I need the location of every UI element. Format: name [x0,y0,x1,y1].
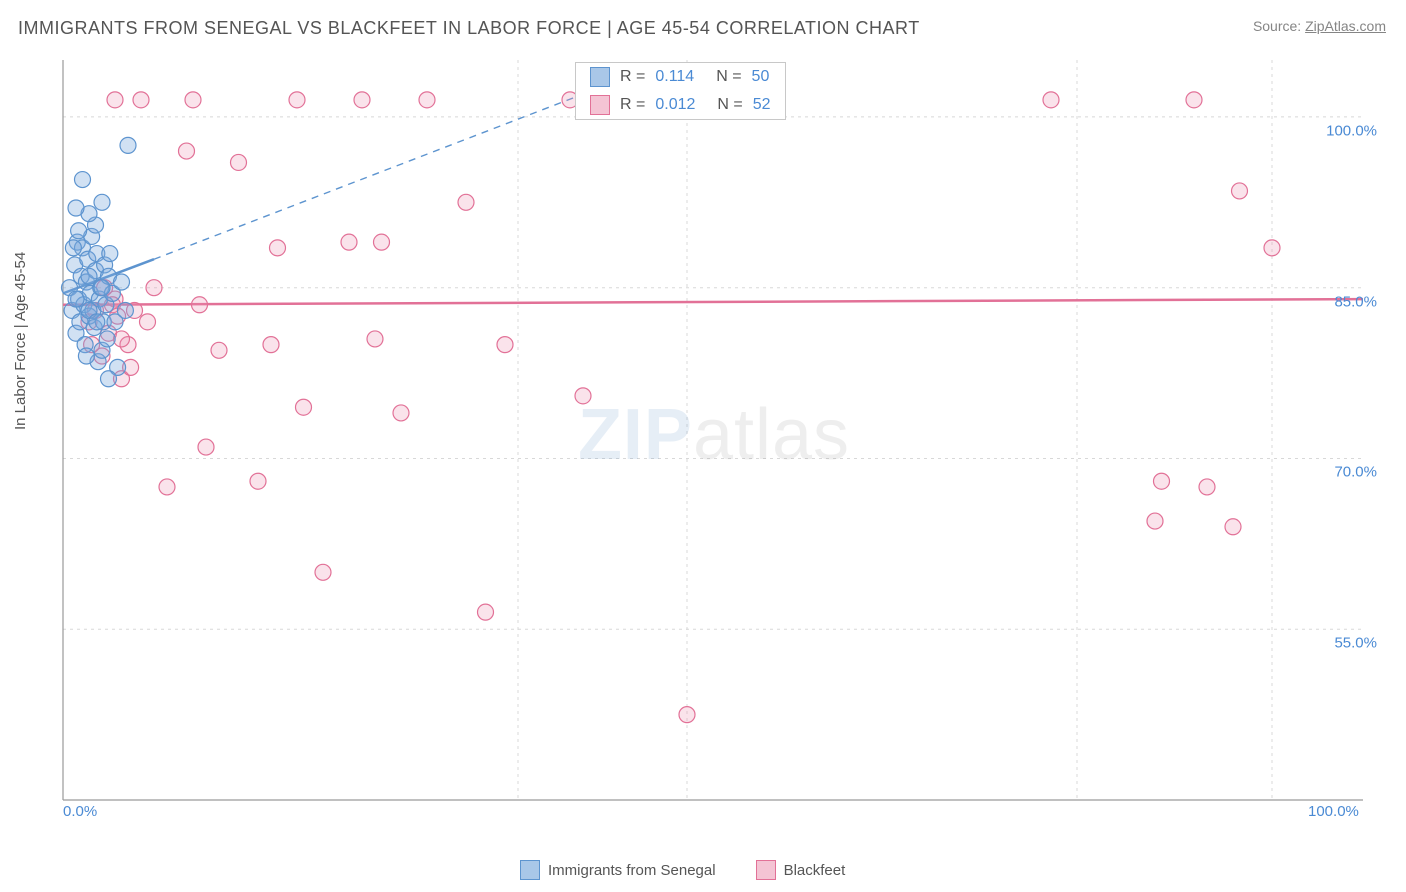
data-point-blackfeet [1225,519,1241,535]
data-point-blackfeet [263,337,279,353]
legend-item-senegal: Immigrants from Senegal [520,860,716,880]
data-point-senegal [99,331,115,347]
x-tick-label: 100.0% [1308,803,1359,820]
chart-container: IMMIGRANTS FROM SENEGAL VS BLACKFEET IN … [0,0,1406,892]
data-point-blackfeet [159,479,175,495]
data-point-senegal [114,274,130,290]
data-point-blackfeet [1199,479,1215,495]
n-label: N = [716,68,741,86]
data-point-blackfeet [1264,240,1280,256]
legend-item-blackfeet: Blackfeet [756,860,846,880]
data-point-senegal [94,280,110,296]
r-label: R = [620,68,645,86]
y-tick-label: 100.0% [1326,122,1377,139]
data-point-senegal [101,371,117,387]
data-point-blackfeet [1147,513,1163,529]
data-point-blackfeet [354,92,370,108]
data-point-blackfeet [1043,92,1059,108]
data-point-blackfeet [315,564,331,580]
data-point-senegal [78,348,94,364]
data-point-senegal [102,246,118,262]
series-legend: Immigrants from Senegal Blackfeet [520,860,845,880]
r-value: 0.114 [655,68,694,86]
data-point-blackfeet [250,473,266,489]
data-point-blackfeet [179,143,195,159]
data-point-blackfeet [140,314,156,330]
data-point-blackfeet [374,234,390,250]
data-point-blackfeet [185,92,201,108]
data-point-blackfeet [114,331,130,347]
data-point-blackfeet [478,604,494,620]
data-point-senegal [89,314,105,330]
data-point-blackfeet [1186,92,1202,108]
y-axis-label: In Labor Force | Age 45-54 [12,252,29,430]
data-point-blackfeet [367,331,383,347]
data-point-blackfeet [107,92,123,108]
legend-swatch-senegal [520,860,540,880]
y-tick-label: 85.0% [1334,293,1377,310]
data-point-senegal [68,200,84,216]
n-value: 52 [753,96,771,114]
data-point-blackfeet [458,194,474,210]
data-point-blackfeet [146,280,162,296]
data-point-blackfeet [1232,183,1248,199]
data-point-blackfeet [231,154,247,170]
data-point-blackfeet [393,405,409,421]
y-tick-label: 70.0% [1334,464,1377,481]
data-point-blackfeet [270,240,286,256]
chart-area: ZIPatlas 55.0%70.0%85.0%100.0%0.0%100.0% [45,50,1383,820]
correlation-legend-row: R = 0.114 N = 50 [576,63,785,91]
data-point-blackfeet [1154,473,1170,489]
source-prefix: Source: [1253,18,1305,34]
data-point-blackfeet [133,92,149,108]
chart-title: IMMIGRANTS FROM SENEGAL VS BLACKFEET IN … [18,18,920,39]
r-value: 0.012 [655,96,695,114]
data-point-senegal [75,172,91,188]
chart-source: Source: ZipAtlas.com [1253,18,1386,34]
data-point-senegal [81,268,97,284]
data-point-blackfeet [341,234,357,250]
data-point-senegal [117,302,133,318]
data-point-senegal [71,223,87,239]
x-tick-label: 0.0% [63,803,97,820]
legend-swatch [590,67,610,87]
data-point-blackfeet [497,337,513,353]
data-point-senegal [120,137,136,153]
source-link[interactable]: ZipAtlas.com [1305,18,1386,34]
correlation-legend-row: R = 0.012 N = 52 [576,91,785,119]
data-point-blackfeet [679,707,695,723]
data-point-senegal [68,291,84,307]
data-point-senegal [94,194,110,210]
legend-swatch [590,95,610,115]
n-value: 50 [752,68,770,86]
data-point-blackfeet [296,399,312,415]
data-point-blackfeet [289,92,305,108]
y-tick-label: 55.0% [1334,635,1377,652]
data-point-blackfeet [192,297,208,313]
scatter-plot [45,50,1383,820]
data-point-senegal [65,240,81,256]
n-label: N = [717,96,742,114]
data-point-blackfeet [575,388,591,404]
data-point-blackfeet [211,342,227,358]
legend-label-blackfeet: Blackfeet [784,862,846,879]
data-point-blackfeet [198,439,214,455]
legend-label-senegal: Immigrants from Senegal [548,862,716,879]
r-label: R = [620,96,645,114]
correlation-legend: R = 0.114 N = 50 R = 0.012 N = 52 [575,62,786,120]
legend-swatch-blackfeet [756,860,776,880]
data-point-blackfeet [419,92,435,108]
